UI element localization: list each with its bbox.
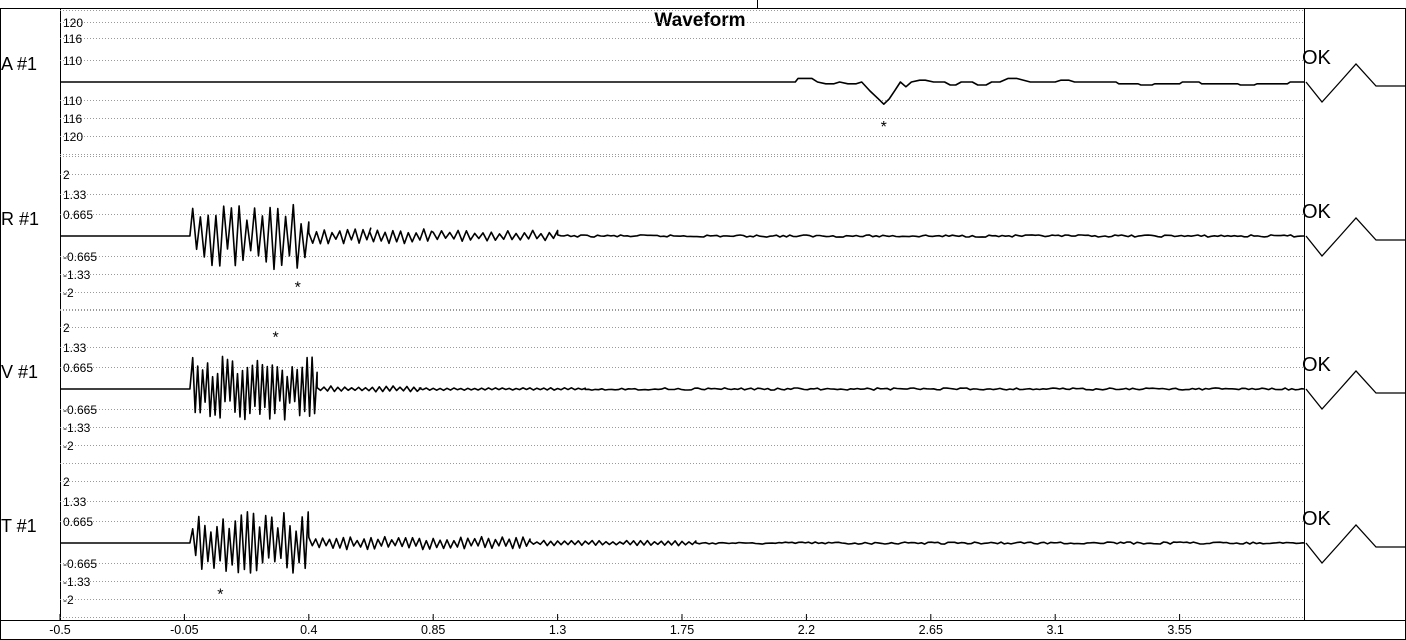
waveform-line <box>60 77 1304 105</box>
y-tick-label: 120 <box>63 130 83 144</box>
waveform-line <box>60 511 1305 574</box>
x-tick-label: 0.85 <box>421 623 445 637</box>
chart-title: Waveform <box>654 10 745 31</box>
x-tick-label: 1.75 <box>670 623 694 637</box>
y-tick-label: -1.33 <box>63 421 91 435</box>
status-ok-label: OK <box>1302 47 1332 69</box>
y-tick-label: 2 <box>63 168 70 182</box>
y-tick-label: -2 <box>63 439 74 453</box>
chart-marks: 120 116 110 110 116 120 A #1 * OK 2 1.33 0.665 -0.66… <box>1 16 1406 637</box>
y-tick-label: 120 <box>63 16 83 30</box>
y-tick-label: -2 <box>63 286 74 300</box>
y-tick-label: 110 <box>63 94 82 108</box>
y-tick-label: 2 <box>63 321 70 335</box>
y-tick-label: -0.665 <box>63 403 97 417</box>
y-tick-label: 116 <box>63 32 82 46</box>
x-tick-label: -0.05 <box>170 623 199 637</box>
y-tick-label: 0.665 <box>63 208 93 222</box>
y-tick-label: -1.33 <box>63 268 91 282</box>
x-tick-label: 2.2 <box>798 623 815 637</box>
channel-label: V #1 <box>1 362 38 382</box>
status-ok-label: OK <box>1302 508 1332 530</box>
y-tick-label: -0.665 <box>63 250 97 264</box>
x-tick-label: 1.3 <box>549 623 566 637</box>
y-tick-label: -1.33 <box>63 575 91 589</box>
y-tick-label: 1.33 <box>63 341 87 355</box>
y-tick-label: -2 <box>63 593 74 607</box>
x-tick-label: 2.65 <box>919 623 943 637</box>
y-tick-label: 1.33 <box>63 495 87 509</box>
x-tick-label: 0.4 <box>300 623 317 637</box>
channel-label: R #1 <box>1 209 39 229</box>
y-tick-label: 116 <box>63 112 82 126</box>
channel-label: T #1 <box>1 516 37 536</box>
status-ok-trace <box>1305 217 1406 258</box>
y-tick-label: 2 <box>63 475 70 489</box>
y-tick-label: 0.665 <box>63 515 93 529</box>
status-ok-label: OK <box>1302 354 1332 376</box>
peak-marker: * <box>881 119 887 136</box>
x-tick-label: 3.55 <box>1167 623 1191 637</box>
y-tick-label: 1.33 <box>63 188 87 202</box>
y-tick-label: 0.665 <box>63 361 93 375</box>
x-tick-label: -0.5 <box>49 623 71 637</box>
y-tick-label: -0.665 <box>63 557 97 571</box>
status-ok-label: OK <box>1302 201 1332 223</box>
status-ok-trace <box>1305 524 1406 565</box>
peak-marker: * <box>217 587 223 604</box>
waveform-line <box>60 355 1305 421</box>
channel-label: A #1 <box>1 54 37 74</box>
status-ok-trace <box>1305 63 1406 104</box>
peak-marker: * <box>273 329 279 346</box>
status-ok-trace <box>1305 370 1406 411</box>
y-tick-label: 110 <box>63 54 82 68</box>
x-tick-label: 3.1 <box>1047 623 1064 637</box>
peak-marker: * <box>295 280 301 297</box>
waveform-line <box>60 203 1305 271</box>
